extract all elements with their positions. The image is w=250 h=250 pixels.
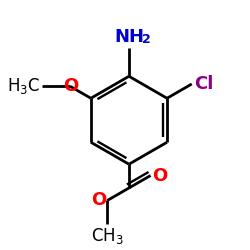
Text: O: O bbox=[152, 166, 168, 184]
Text: H$_3$C: H$_3$C bbox=[7, 76, 40, 96]
Text: O: O bbox=[91, 192, 106, 210]
Text: 2: 2 bbox=[142, 33, 151, 46]
Text: NH: NH bbox=[114, 28, 144, 46]
Text: CH$_3$: CH$_3$ bbox=[91, 226, 124, 246]
Text: Cl: Cl bbox=[194, 75, 213, 93]
Text: O: O bbox=[63, 77, 78, 95]
